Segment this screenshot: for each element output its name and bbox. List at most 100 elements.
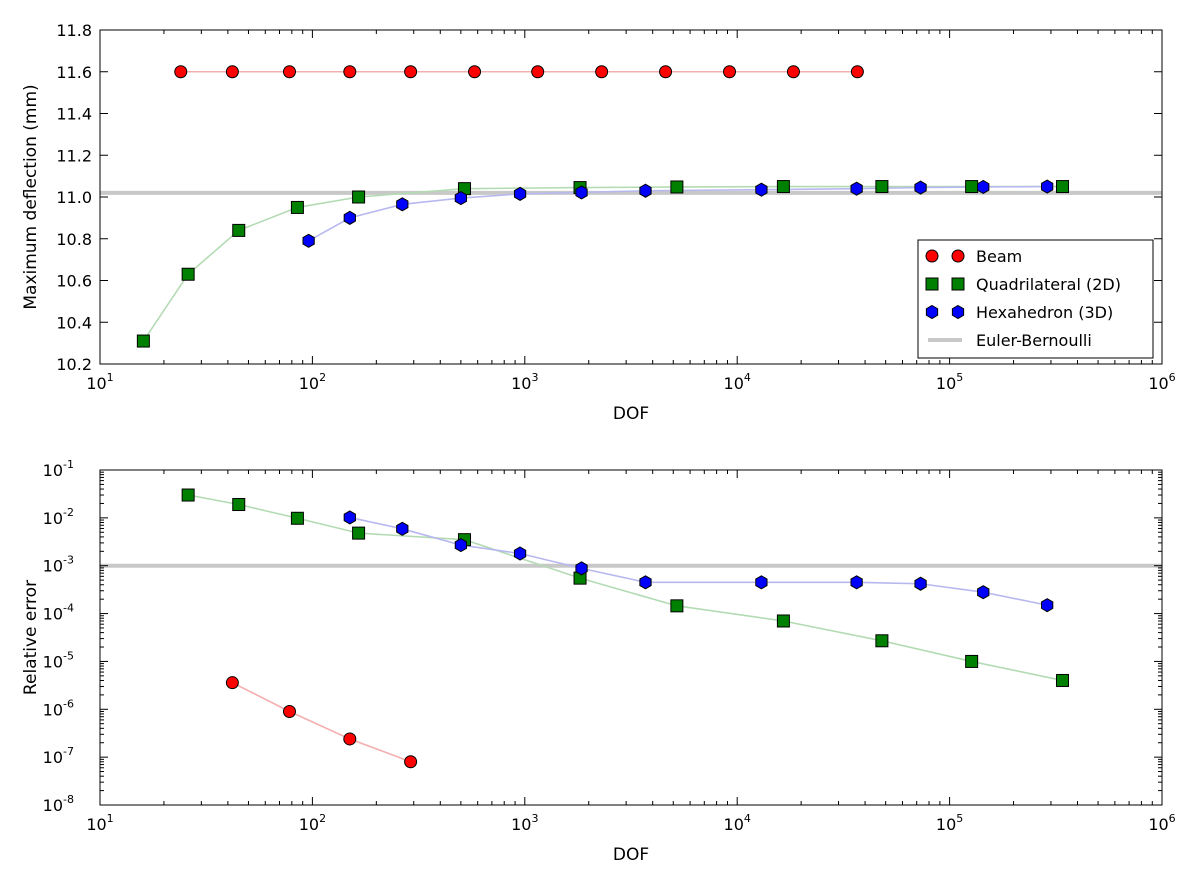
relative-error-chart: 101 102 103 104 105 106 10-8 10-7 10-6 10-5 10-4 10…: [21, 458, 1176, 865]
data-point: [755, 182, 768, 197]
data-point: [670, 180, 684, 194]
data-point: [290, 200, 304, 214]
data-point: [282, 704, 296, 718]
y-tick-label: 10-5: [43, 649, 74, 671]
x-tick-label: 103: [511, 371, 538, 393]
y-tick-label: 10-7: [43, 745, 74, 767]
x-tick-label: 101: [86, 812, 113, 834]
series-line-2: [349, 516, 1048, 606]
data-point: [723, 65, 737, 79]
data-point: [776, 614, 790, 628]
y-tick-label: 10.2: [56, 355, 92, 374]
legend-marker: [951, 304, 965, 320]
data-point: [343, 210, 356, 225]
data-point: [404, 755, 418, 769]
y-tick-label: 10-8: [43, 793, 74, 815]
data-point: [965, 654, 979, 668]
data-point: [302, 233, 315, 248]
data-point: [1041, 598, 1054, 613]
y-tick-label: 10-1: [43, 458, 74, 480]
y-tick-label: 10.6: [56, 272, 92, 291]
data-point: [396, 521, 409, 536]
plot-area: [181, 488, 1069, 769]
data-point: [977, 585, 990, 600]
data-point: [404, 65, 418, 79]
y-tick-label: 11.0: [56, 188, 92, 207]
data-point: [850, 575, 863, 590]
y-tick-label: 10-2: [43, 506, 74, 528]
data-point: [181, 267, 195, 281]
series-line-2: [308, 185, 1048, 242]
x-tick-label: 104: [724, 371, 751, 393]
data-point: [454, 190, 467, 206]
y-tick-label: 10-3: [43, 554, 74, 576]
data-point: [343, 732, 357, 746]
x-tick-label: 105: [936, 371, 963, 393]
data-point: [352, 190, 366, 204]
x-axis-label: DOF: [613, 845, 649, 865]
legend-marker: [951, 277, 965, 291]
data-point: [595, 65, 609, 79]
data-point: [513, 186, 527, 201]
data-point: [639, 575, 652, 590]
legend-marker: [925, 249, 939, 263]
y-axis-label: Relative error: [21, 580, 41, 695]
series-line-0: [232, 681, 411, 763]
legend: Beam Quadrilateral (2D) Hexahedron (3D) Eul…: [917, 239, 1154, 359]
plot-area: [136, 65, 1069, 348]
x-tick-label: 103: [511, 812, 538, 834]
data-point: [1041, 179, 1054, 194]
data-point: [850, 181, 863, 196]
legend-marker: [925, 277, 939, 291]
y-tick-label: 10.4: [56, 313, 92, 332]
y-tick-label: 11.6: [56, 63, 92, 82]
data-point: [282, 65, 296, 79]
data-point: [977, 179, 990, 195]
legend-marker: [951, 249, 965, 263]
plot-frame: [99, 469, 1163, 806]
legend-marker: [925, 304, 939, 320]
data-point: [875, 634, 889, 648]
x-axis-label: DOF: [613, 404, 649, 424]
data-point: [225, 65, 239, 79]
x-tick-label: 104: [724, 812, 751, 834]
data-point: [343, 510, 356, 525]
data-point: [965, 180, 979, 194]
x-tick-label: 101: [86, 371, 113, 393]
data-point: [670, 599, 684, 613]
legend-label: Euler-Bernoulli: [976, 331, 1092, 350]
data-point: [290, 511, 304, 525]
data-point: [531, 65, 545, 79]
data-point: [232, 498, 246, 512]
data-point: [454, 537, 467, 553]
data-point: [396, 197, 409, 212]
y-tick-label: 11.2: [56, 146, 92, 165]
data-point: [225, 676, 239, 690]
x-tick-label: 102: [299, 371, 326, 393]
y-tick-label: 11.4: [56, 105, 92, 124]
data-point: [352, 526, 366, 540]
y-axis-label: Maximum deflection (mm): [21, 84, 41, 309]
series-line-1: [187, 494, 1063, 682]
data-point: [639, 183, 652, 198]
data-point: [513, 546, 527, 561]
y-tick-label: 10-6: [43, 697, 74, 719]
x-tick-label: 106: [1148, 371, 1175, 393]
y-tick-label: 10.8: [56, 230, 92, 249]
data-point: [136, 334, 150, 348]
data-point: [174, 65, 188, 79]
legend-label: Quadrilateral (2D): [976, 275, 1121, 294]
data-point: [1055, 673, 1069, 687]
data-point: [343, 65, 357, 79]
data-point: [875, 180, 889, 194]
data-point: [1055, 180, 1069, 194]
data-point: [232, 223, 246, 237]
data-point: [575, 185, 588, 200]
legend-label: Hexahedron (3D): [976, 303, 1113, 322]
x-tick-label: 105: [936, 812, 963, 834]
y-tick-label: 11.8: [56, 21, 92, 40]
x-tick-label: 106: [1148, 812, 1175, 834]
data-point: [181, 488, 195, 502]
deflection-chart: 101 102 103 104 105 106 10.2 10.4 10.6 10.8 11.0 11…: [21, 21, 1176, 424]
